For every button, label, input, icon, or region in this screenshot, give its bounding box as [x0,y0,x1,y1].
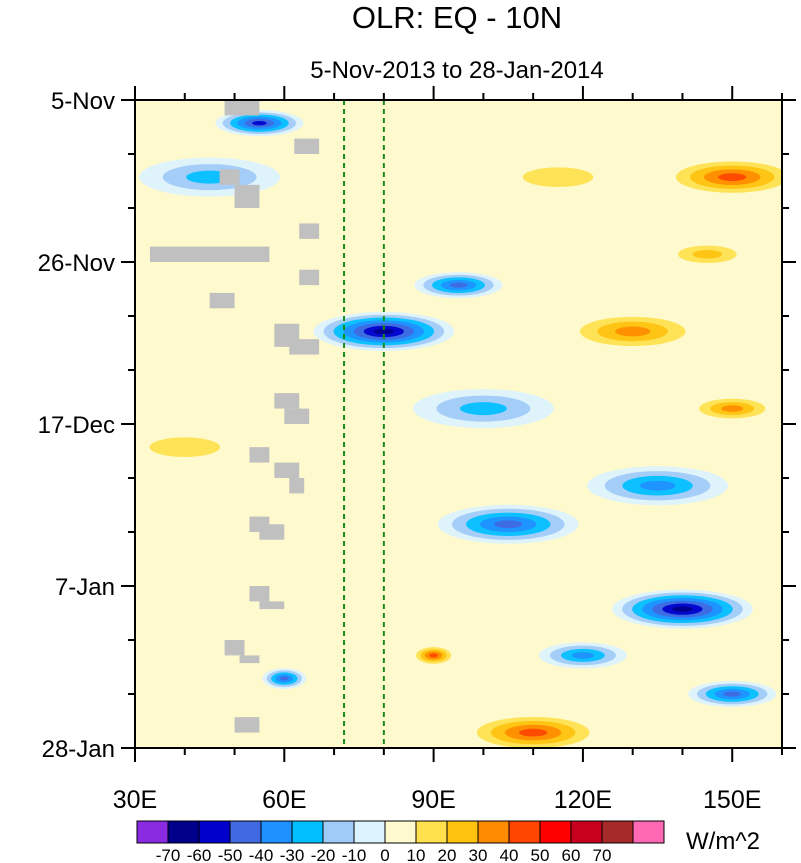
colorbar-label: -10 [342,846,367,863]
missing-data-block [224,100,260,116]
x-tick-label: 120E [554,786,612,814]
chart-title: OLR: EQ - 10N [352,0,562,35]
missing-data-block [289,478,305,494]
colorbar-label: -20 [311,846,336,863]
anomaly-contour [279,676,289,681]
anomaly-contour [494,520,523,529]
y-tick-label: 5-Nov [51,88,115,115]
missing-data-block [234,717,260,733]
anomaly-contour [149,437,220,457]
missing-data-blocks [149,100,320,733]
colorbar-label: 0 [380,846,389,863]
anomaly-contour [692,249,723,259]
colorbar-label: -40 [249,846,274,863]
colorbar-label: -60 [187,846,212,863]
colorbar-label: 30 [469,846,488,863]
x-tick-label: 60E [262,786,306,814]
missing-data-block [299,269,320,286]
missing-data-block [274,462,300,478]
colorbar-swatch [322,820,355,844]
colorbar-swatch [477,820,510,844]
anomaly-contour [459,402,507,416]
missing-data-block [234,184,260,208]
missing-data-block [224,640,245,656]
y-axis: 5-Nov 26-Nov 17-Dec 7-Jan 28-Jan [38,88,796,763]
missing-data-block [299,223,320,239]
anomaly-contour [718,173,747,182]
anomaly-contour [615,326,651,337]
anomaly-contour [449,282,468,288]
y-tick-label: 26-Nov [38,250,115,277]
colorbar-swatch [198,820,231,844]
missing-data-block [259,524,285,540]
colorbar-swatch [136,820,169,844]
anomaly-contour [571,652,594,659]
olr-anomaly-field [135,110,782,748]
colorbar-swatch [260,820,293,844]
colorbar-label: 50 [531,846,550,863]
colorbar-units: W/m^2 [686,828,760,855]
colorbar-label: 60 [562,846,581,863]
anomaly-contour [252,120,267,126]
anomaly-contour [429,653,439,658]
anomaly-contour [672,606,693,612]
anomaly-contour [639,480,676,491]
colorbar-swatch [539,820,572,844]
y-tick-label: 17-Dec [38,412,115,439]
colorbar-label: 20 [438,846,457,863]
colorbar-swatch [446,820,479,844]
plot-area [135,100,782,748]
colorbar-label: -70 [156,846,181,863]
colorbar-swatch [508,820,541,844]
chart-subtitle: 5-Nov-2013 to 28-Jan-2014 [310,57,604,84]
missing-data-block [209,292,235,309]
missing-data-block [289,339,320,355]
missing-data-block [149,246,270,262]
colorbar-label: -30 [280,846,305,863]
y-tick-label: 28-Jan [42,736,115,763]
missing-data-block [249,447,270,463]
colorbar-swatch [415,820,448,844]
x-tick-label: 90E [411,786,455,814]
missing-data-block [259,601,285,610]
x-tick-label: 30E [113,786,157,814]
colorbar-swatch [353,820,386,844]
x-tick-label: 150E [703,786,761,814]
colorbar-swatch [229,820,262,844]
colorbar-swatch [167,820,200,844]
anomaly-contour [373,328,394,335]
missing-data-block [294,138,320,154]
missing-data-block [249,586,270,602]
missing-data-block [239,655,260,664]
colorbar-label: 10 [407,846,426,863]
colorbar-label: -50 [218,846,243,863]
colorbar-label: 70 [593,846,612,863]
y-tick-label: 7-Jan [55,574,115,601]
anomaly-contour [522,167,594,187]
colorbar-swatch [632,820,665,844]
reference-lines [343,100,385,748]
missing-data-block [274,393,300,409]
colorbar-swatch [384,820,417,844]
missing-data-block [284,408,310,424]
missing-data-block [219,169,240,185]
colorbar: -70 -60 -50 -40 -30 -20 -10 0 10 20 30 40 50 60 70 [136,820,665,863]
anomaly-contour [519,728,548,737]
anomaly-contour [721,405,744,412]
colorbar-swatch [570,820,603,844]
anomaly-contour [723,691,742,697]
colorbar-label: 40 [500,846,519,863]
x-axis: 30E 60E 90E 120E 150E [113,86,783,814]
colorbar-swatch [601,820,634,844]
colorbar-swatch [291,820,324,844]
